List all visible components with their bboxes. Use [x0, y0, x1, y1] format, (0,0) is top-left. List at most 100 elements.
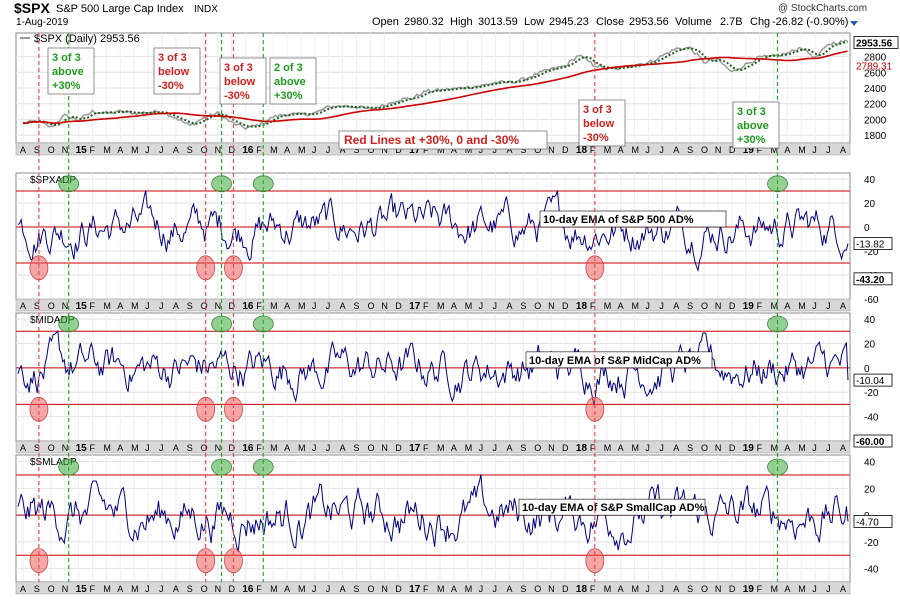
- x-tick-label: N: [548, 145, 555, 155]
- x-tick-label: O: [48, 145, 55, 155]
- x-tick-label: F: [89, 443, 95, 453]
- x-tick-label: J: [159, 145, 164, 155]
- x-tick-label: M: [131, 145, 139, 155]
- x-tick-label: J: [159, 584, 164, 594]
- x-tick-label: S: [187, 145, 193, 155]
- last-value-label: 2953.56: [856, 39, 893, 50]
- x-tick-label: J: [312, 301, 317, 311]
- x-tick-label: J: [312, 145, 317, 155]
- panel-breadth-2: -40 -20 0 20 40 $MIDADP 10-day EMA of S&P MidC…: [15, 312, 893, 454]
- x-tick-label: O: [367, 584, 374, 594]
- x-tick-label: J: [326, 145, 331, 155]
- x-tick-label: A: [506, 145, 512, 155]
- x-tick-label: S: [354, 301, 360, 311]
- x-tick-label: N: [548, 584, 555, 594]
- x-tick-label: A: [840, 301, 846, 311]
- x-tick-label: F: [423, 301, 429, 311]
- annotation-text: above: [52, 66, 84, 78]
- x-tick-label: N: [62, 443, 69, 453]
- breadth-panel-title: $SMLADP: [30, 457, 77, 468]
- x-tick-label: M: [103, 443, 111, 453]
- x-axis-strip: [15, 440, 851, 454]
- x-tick-label: M: [270, 443, 278, 453]
- x-tick-label: A: [173, 584, 179, 594]
- x-tick-label: O: [534, 301, 541, 311]
- x-tick-label: J: [826, 301, 831, 311]
- x-tick-label: A: [284, 584, 290, 594]
- x-tick-label: A: [618, 443, 624, 453]
- x-tick-label: N: [715, 301, 722, 311]
- x-tick-label: N: [215, 145, 222, 155]
- last-value-label: -10.04: [856, 376, 885, 387]
- chg-label: Chg: [750, 16, 770, 28]
- open-value: 2980.32: [404, 16, 444, 28]
- x-tick-label: D: [228, 145, 235, 155]
- x-tick-label: J: [659, 301, 664, 311]
- breadth-panel-title: $SPXADP: [30, 175, 76, 186]
- series-label: 10-day EMA of S&P 500 AD%: [543, 214, 694, 226]
- x-tick-label: D: [729, 443, 736, 453]
- x-tick-label: D: [228, 443, 235, 453]
- annotation-box: [732, 101, 780, 149]
- x-tick-label: S: [187, 301, 193, 311]
- x-tick-label: N: [548, 443, 555, 453]
- x-tick-label: 15: [76, 443, 88, 454]
- x-tick-label: J: [479, 443, 484, 453]
- x-tick-label: F: [590, 145, 596, 155]
- x-tick-label: A: [840, 584, 846, 594]
- x-tick-label: D: [562, 301, 569, 311]
- y-tick-label: 0: [864, 364, 870, 375]
- x-tick-label: O: [534, 443, 541, 453]
- min-value-box: [853, 434, 893, 448]
- x-tick-label: O: [701, 584, 708, 594]
- x-tick-label: M: [437, 145, 445, 155]
- x-tick-label: A: [284, 145, 290, 155]
- ohlc-bar: Open 2980.32 High 3013.59 Low 2945.23 Cl…: [372, 16, 848, 28]
- y-tick-label: 2400: [864, 84, 887, 95]
- high-label: High: [450, 16, 473, 28]
- x-tick-label: M: [771, 443, 779, 453]
- annotation-text: -30%: [583, 132, 609, 144]
- x-tick-label: M: [798, 443, 806, 453]
- x-tick-label: M: [632, 145, 640, 155]
- y-tick-label: 40: [864, 175, 876, 186]
- price-panel-title: $SPX (Daily) 2953.56: [34, 33, 140, 45]
- x-tick-label: F: [757, 301, 763, 311]
- x-tick-label: N: [62, 145, 69, 155]
- x-tick-label: M: [632, 443, 640, 453]
- x-tick-label: A: [784, 443, 790, 453]
- x-tick-label: J: [645, 584, 650, 594]
- chg-dropdown-icon[interactable]: [850, 21, 858, 26]
- x-tick-label: O: [48, 301, 55, 311]
- series-label: 10-day EMA of S&P MidCap AD%: [529, 355, 701, 367]
- x-tick-label: S: [354, 584, 360, 594]
- x-tick-label: J: [312, 584, 317, 594]
- annotation-box: [269, 57, 317, 105]
- x-tick-label: 17: [409, 301, 421, 312]
- x-tick-label: F: [590, 584, 596, 594]
- x-tick-label: M: [604, 145, 612, 155]
- x-tick-label: S: [187, 584, 193, 594]
- x-tick-label: M: [437, 301, 445, 311]
- y-tick-label: -20: [864, 538, 879, 549]
- x-tick-label: 17: [409, 443, 421, 454]
- x-tick-label: M: [771, 301, 779, 311]
- annotation-box-a5: 3 of 3 below -30%: [578, 99, 626, 147]
- x-tick-label: A: [173, 301, 179, 311]
- breadth-line: [17, 474, 849, 552]
- x-tick-label: S: [354, 145, 360, 155]
- x-tick-label: N: [62, 584, 69, 594]
- x-tick-label: D: [729, 145, 736, 155]
- y-tick-label: 0: [864, 223, 870, 234]
- x-tick-label: D: [562, 145, 569, 155]
- x-tick-label: 16: [242, 584, 254, 595]
- x-tick-label: F: [423, 443, 429, 453]
- x-tick-label: 17: [409, 145, 421, 156]
- x-tick-label: M: [298, 443, 306, 453]
- annotation-box-a6: 3 of 3 above +30%: [732, 101, 780, 149]
- x-tick-label: J: [645, 145, 650, 155]
- last-value-box: [853, 237, 893, 250]
